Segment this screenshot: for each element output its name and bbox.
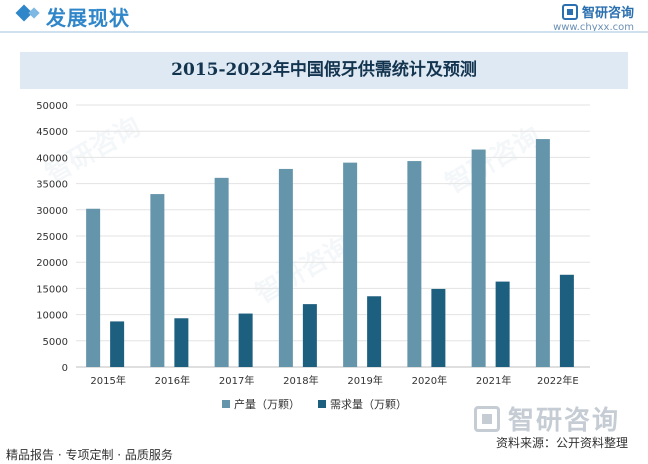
brand: 智研咨询 www.chyxx.com <box>553 2 634 33</box>
x-tick-label: 2015年 <box>90 374 125 387</box>
brand-watermark-text: 智研咨询 <box>508 406 621 436</box>
bar-production <box>150 194 165 367</box>
y-tick-label: 30000 <box>36 206 68 217</box>
bar-demand <box>302 304 317 367</box>
source-note: 资料来源：公开资料整理 <box>496 436 629 450</box>
bar-demand <box>559 274 574 367</box>
y-tick-label: 50000 <box>36 101 68 112</box>
x-tick-label: 2019年 <box>347 374 382 387</box>
chart-title: 2015-2022年中国假牙供需统计及预测 <box>171 60 477 80</box>
y-tick-label: 10000 <box>36 311 68 322</box>
x-tick-label: 2018年 <box>283 374 318 387</box>
bar-production <box>535 139 550 367</box>
bar-demand <box>431 288 446 367</box>
bar-production <box>407 161 422 367</box>
x-tick-label: 2021年 <box>476 374 511 387</box>
bar-production <box>278 168 293 367</box>
bar-demand <box>174 318 189 367</box>
y-tick-label: 40000 <box>36 153 68 164</box>
bar-production <box>214 177 229 367</box>
x-tick-label: 2020年 <box>412 374 447 387</box>
bar-demand <box>367 296 382 367</box>
y-tick-label: 25000 <box>36 232 68 243</box>
chart-title-band: 2015-2022年中国假牙供需统计及预测 <box>20 52 628 89</box>
bar-demand <box>495 281 510 367</box>
x-tick-label: 2016年 <box>155 374 190 387</box>
header: 发展现状 智研咨询 www.chyxx.com <box>0 0 648 33</box>
y-tick-label: 45000 <box>36 127 68 138</box>
legend-swatch-production <box>222 400 230 408</box>
section-title: 发展现状 <box>46 6 130 30</box>
y-tick-label: 0 <box>62 363 68 374</box>
bar-production <box>471 149 486 367</box>
footer-tagline: 精品报告 · 专项定制 · 品质服务 <box>6 448 173 462</box>
legend-label-demand: 需求量（万颗） <box>330 398 407 411</box>
brand-watermark: 智研咨询 <box>474 400 620 437</box>
brand-url: www.chyxx.com <box>553 22 634 33</box>
brand-name: 智研咨询 <box>581 6 634 21</box>
bar-demand <box>238 313 253 367</box>
x-tick-label: 2017年 <box>219 374 254 387</box>
x-tick-label: 2022年E <box>537 374 579 387</box>
header-divider <box>0 31 648 33</box>
legend-swatch-demand <box>318 400 326 408</box>
brand-watermark-logo-icon <box>474 405 500 432</box>
bar-production <box>86 208 101 367</box>
bar-production <box>343 162 358 367</box>
brand-logo-icon <box>561 3 578 20</box>
y-tick-label: 35000 <box>36 180 68 191</box>
legend-label-production: 产量（万颗） <box>234 397 300 411</box>
y-tick-label: 5000 <box>43 337 68 348</box>
bar-demand <box>110 321 125 367</box>
y-tick-label: 20000 <box>36 258 68 269</box>
y-tick-label: 15000 <box>36 284 68 295</box>
